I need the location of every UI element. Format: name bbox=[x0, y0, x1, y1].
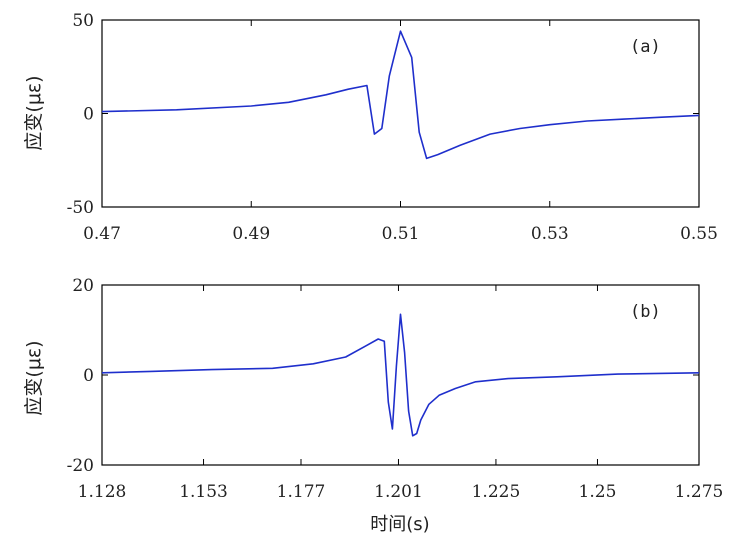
x-tick-label-b-2: 1.177 bbox=[277, 482, 326, 502]
y-tick-label-a-1: 0 bbox=[83, 105, 94, 125]
x-tick-label-b-4: 1.225 bbox=[472, 482, 521, 502]
axis-ticks-a bbox=[101, 19, 700, 208]
y-axis-label-b: 应变(με) bbox=[23, 340, 45, 415]
x-tick-label-b-3: 1.201 bbox=[374, 482, 423, 502]
axis-ticks-b bbox=[101, 284, 700, 466]
y-axis-label-a: 应变(με) bbox=[23, 75, 45, 150]
y-tick-label-a-0: 50 bbox=[72, 11, 94, 31]
y-tick-label-b-1: 0 bbox=[83, 366, 94, 386]
x-tick-label-a-4: 0.55 bbox=[680, 224, 718, 244]
panel-b: 1.128 1.153 1.177 1.201 1.225 1.25 1.275 20 0 -20… bbox=[23, 276, 723, 535]
x-tick-label-b-6: 1.275 bbox=[675, 482, 724, 502]
x-tick-label-a-3: 0.53 bbox=[531, 224, 569, 244]
panel-a: 0.47 0.49 0.51 0.53 0.55 50 0 -50 (a) 应变(με) bbox=[23, 11, 718, 244]
x-tick-label-b-0: 1.128 bbox=[78, 482, 127, 502]
x-tick-label-a-0: 0.47 bbox=[83, 224, 121, 244]
x-axis-label-b: 时间(s) bbox=[370, 514, 429, 535]
series-line-a bbox=[101, 30, 700, 160]
panel-label-b: (b) bbox=[630, 302, 661, 322]
tick-labels-a: 0.47 0.49 0.51 0.53 0.55 50 0 -50 bbox=[67, 11, 718, 244]
plot-frame-a bbox=[101, 19, 700, 208]
x-tick-label-a-2: 0.51 bbox=[382, 224, 420, 244]
y-tick-label-b-0: 20 bbox=[72, 276, 94, 296]
x-tick-label-a-1: 0.49 bbox=[232, 224, 270, 244]
series-line-b bbox=[101, 313, 700, 437]
panel-label-a: (a) bbox=[630, 37, 661, 57]
x-tick-label-b-1: 1.153 bbox=[179, 482, 228, 502]
x-tick-label-b-5: 1.25 bbox=[579, 482, 617, 502]
y-tick-label-b-2: -20 bbox=[67, 456, 94, 476]
tick-labels-b: 1.128 1.153 1.177 1.201 1.225 1.25 1.275 20 0 -20 bbox=[67, 276, 724, 502]
y-tick-label-a-2: -50 bbox=[67, 198, 94, 218]
